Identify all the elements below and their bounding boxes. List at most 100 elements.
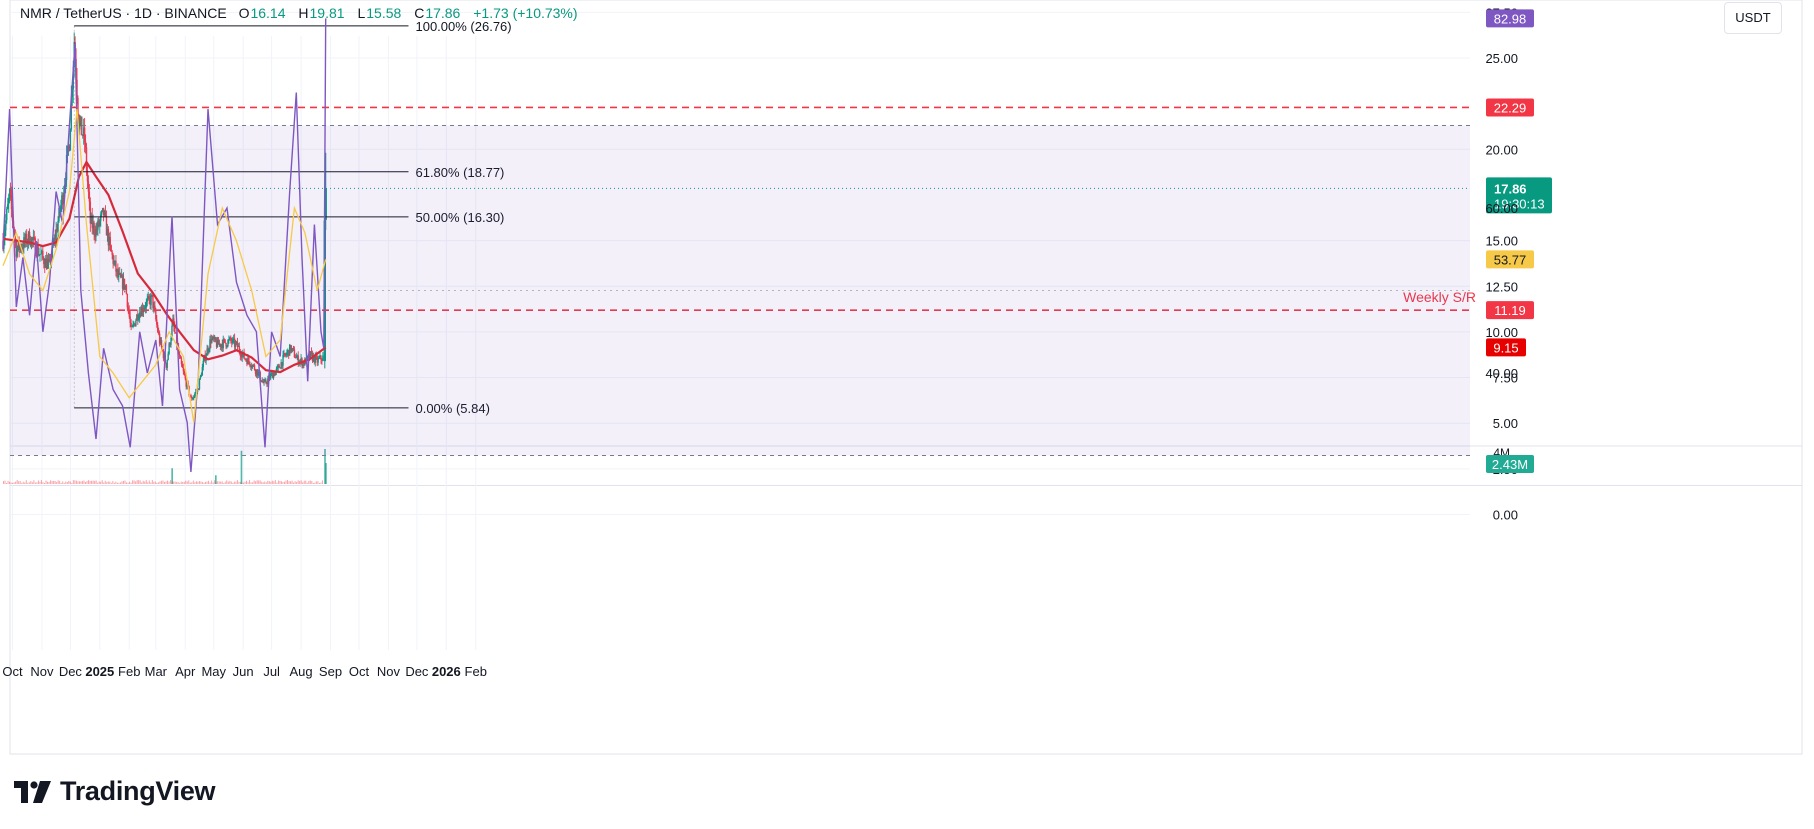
candle-body bbox=[198, 378, 201, 390]
time-tick-label: Feb bbox=[465, 664, 487, 679]
volume-bar bbox=[203, 482, 205, 484]
candle-body bbox=[38, 254, 40, 256]
volume-bar bbox=[270, 481, 272, 484]
candle-body bbox=[232, 338, 235, 340]
volume-bar bbox=[306, 482, 308, 484]
candle-body bbox=[9, 189, 12, 195]
time-tick-label: Dec bbox=[405, 664, 429, 679]
volume-bar bbox=[185, 480, 187, 484]
volume-bar bbox=[150, 482, 152, 484]
currency-button[interactable]: USDT bbox=[1724, 2, 1782, 34]
candle-body bbox=[228, 339, 230, 341]
candle-body bbox=[43, 257, 45, 265]
volume-bar bbox=[115, 481, 117, 484]
volume-bar bbox=[244, 481, 246, 484]
symbol-name[interactable]: NMR / TetherUS · 1D · BINANCE bbox=[20, 5, 227, 21]
candle-body bbox=[241, 353, 243, 358]
volume-bar bbox=[262, 482, 264, 484]
volume-bar bbox=[223, 482, 225, 484]
volume-bar bbox=[170, 480, 172, 484]
candle-body bbox=[266, 383, 268, 384]
close-label: C bbox=[414, 5, 425, 21]
volume-bar bbox=[109, 481, 111, 484]
candle-body bbox=[10, 194, 13, 210]
candle-body bbox=[47, 259, 50, 262]
candle-body bbox=[210, 339, 212, 343]
candle-body bbox=[40, 253, 42, 255]
low-value: 15.58 bbox=[366, 5, 402, 21]
countdown-label: 19:30:13 bbox=[1494, 196, 1545, 211]
candle-body bbox=[291, 348, 294, 349]
candle-body bbox=[214, 337, 217, 342]
volume-bar bbox=[91, 480, 93, 484]
candle-body bbox=[252, 365, 255, 366]
candle-body bbox=[201, 367, 204, 376]
volume-bar bbox=[42, 482, 44, 484]
candle-body bbox=[15, 240, 17, 257]
candle-body bbox=[19, 246, 21, 250]
candle-body bbox=[16, 248, 18, 257]
volume-bar bbox=[229, 480, 231, 484]
rsi-ma-line bbox=[2, 108, 327, 423]
volume-last-label: 2.43M bbox=[1492, 457, 1528, 472]
volume-bar bbox=[217, 481, 219, 484]
candle-body bbox=[313, 355, 316, 363]
resistance-price-tag bbox=[1486, 98, 1534, 117]
candle-body bbox=[248, 357, 250, 362]
candle-body bbox=[84, 141, 87, 148]
price-tick-label: 5.00 bbox=[1493, 416, 1518, 431]
price-tick-label: 7.50 bbox=[1493, 371, 1518, 386]
candle-body bbox=[128, 309, 130, 317]
high-value: 19.81 bbox=[309, 5, 345, 21]
candle-body bbox=[286, 352, 288, 356]
candle-body bbox=[257, 372, 260, 376]
candle-body bbox=[102, 207, 105, 216]
volume-bar bbox=[264, 481, 266, 484]
candle-body bbox=[7, 204, 9, 209]
volume-bar bbox=[288, 481, 290, 484]
volume-bar bbox=[192, 480, 194, 484]
volume-bar bbox=[2, 480, 4, 484]
candle-body bbox=[199, 375, 202, 379]
resistance-price-label: 11.19 bbox=[1494, 303, 1526, 318]
candle-body bbox=[209, 339, 211, 350]
time-tick-label: 2025 bbox=[85, 664, 114, 679]
candle-body bbox=[191, 397, 193, 400]
volume-bar bbox=[50, 480, 52, 484]
candle-body bbox=[133, 323, 135, 325]
candle-body bbox=[216, 339, 219, 348]
volume-bar bbox=[33, 480, 35, 484]
candle-body bbox=[150, 295, 152, 305]
volume-bar bbox=[317, 481, 319, 484]
tradingview-brand[interactable]: TradingView bbox=[14, 776, 216, 807]
moving-average-line bbox=[2, 159, 327, 374]
candle-body bbox=[33, 236, 36, 239]
volume-bar bbox=[142, 480, 144, 484]
volume-bar bbox=[247, 482, 249, 484]
candle-body bbox=[220, 344, 223, 347]
volume-bar bbox=[274, 480, 276, 484]
volume-bar bbox=[179, 482, 181, 484]
candle-body bbox=[174, 326, 176, 333]
resistance-price-tag bbox=[1486, 301, 1534, 320]
rsi-value-label: 82.98 bbox=[1494, 11, 1527, 26]
candle-body bbox=[254, 369, 257, 374]
candle-body bbox=[144, 307, 147, 309]
candle-body bbox=[285, 355, 287, 356]
price-tick-label: 25.00 bbox=[1485, 51, 1518, 66]
candle-body bbox=[80, 116, 82, 122]
candle-body bbox=[112, 254, 114, 264]
volume-bar bbox=[296, 481, 298, 484]
candle-body bbox=[99, 220, 101, 226]
volume-bar bbox=[287, 480, 289, 484]
low-label: L bbox=[357, 5, 366, 21]
volume-bar bbox=[94, 480, 96, 484]
candle-body bbox=[314, 355, 317, 363]
time-tick-label: Jun bbox=[233, 664, 254, 679]
candle-body bbox=[302, 362, 304, 367]
volume-bar bbox=[294, 481, 296, 484]
candle-body bbox=[230, 337, 232, 341]
candle-body bbox=[317, 358, 319, 363]
candle-body bbox=[134, 323, 136, 326]
